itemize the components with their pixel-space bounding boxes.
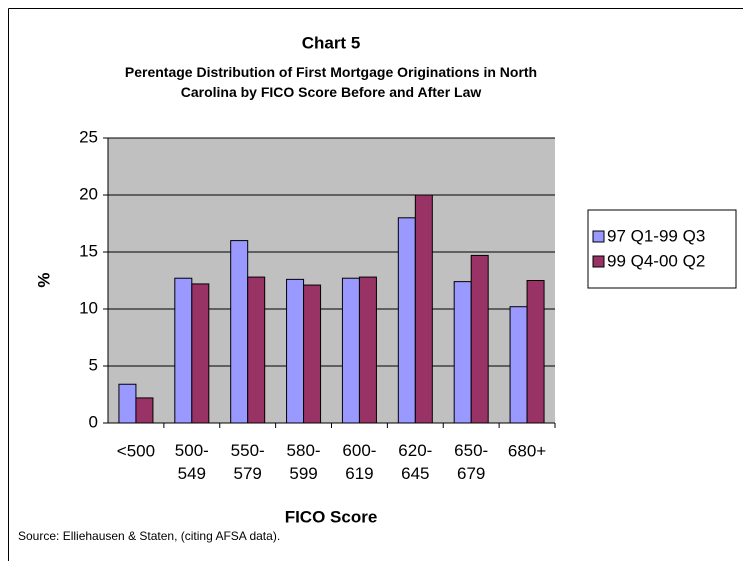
x-tick-label: 500-549 bbox=[175, 441, 209, 483]
legend-label: 99 Q4-00 Q2 bbox=[607, 251, 705, 270]
source-note: Source: Elliehausen & Staten, (citing AF… bbox=[18, 529, 280, 543]
y-axis-label: % bbox=[34, 272, 53, 287]
x-tick-label: 620-645 bbox=[398, 441, 432, 483]
bar bbox=[397, 217, 416, 424]
bar bbox=[118, 383, 137, 424]
bar bbox=[358, 276, 377, 424]
x-tick-label: <500 bbox=[117, 441, 155, 460]
bar bbox=[341, 277, 360, 424]
legend-swatch bbox=[592, 255, 605, 268]
y-tick-label: 10 bbox=[79, 298, 98, 317]
bar bbox=[247, 276, 266, 424]
bar bbox=[191, 283, 210, 424]
bar bbox=[230, 240, 249, 424]
x-tick-label: 650-679 bbox=[454, 441, 488, 483]
legend-box bbox=[587, 209, 737, 289]
chart-title: Chart 5 bbox=[302, 33, 361, 52]
x-tick-label: 550-579 bbox=[231, 441, 265, 483]
y-tick-label: 25 bbox=[79, 127, 98, 146]
bar bbox=[414, 194, 433, 424]
bar bbox=[135, 397, 154, 424]
bar bbox=[470, 254, 489, 424]
bar bbox=[286, 278, 305, 424]
bar bbox=[303, 284, 322, 424]
bar bbox=[174, 277, 193, 424]
y-tick-label: 5 bbox=[89, 355, 98, 374]
x-tick-label: 580-599 bbox=[287, 441, 321, 483]
legend-label: 97 Q1-99 Q3 bbox=[607, 226, 705, 245]
x-axis-label: FICO Score bbox=[285, 507, 378, 526]
bar bbox=[526, 280, 545, 424]
y-tick-label: 20 bbox=[79, 184, 98, 203]
x-tick-label: 600-619 bbox=[342, 441, 376, 483]
bar bbox=[509, 306, 528, 424]
chart-subtitle: Perentage Distribution of First Mortgage… bbox=[125, 64, 537, 100]
bar bbox=[453, 281, 472, 424]
y-tick-label: 0 bbox=[89, 412, 98, 431]
y-tick-label: 15 bbox=[79, 241, 98, 260]
legend-swatch bbox=[592, 230, 605, 243]
x-tick-label: 680+ bbox=[508, 441, 546, 460]
